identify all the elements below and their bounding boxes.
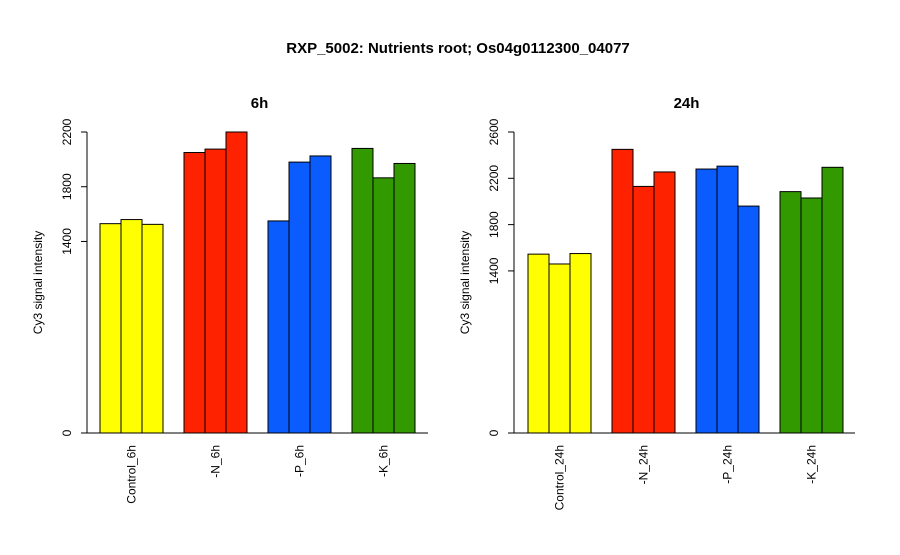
bar [821, 166, 844, 434]
x-category-label: -P_24h [721, 445, 735, 484]
x-category-label: -N_24h [637, 445, 651, 484]
bar [527, 253, 550, 434]
bar [393, 162, 416, 434]
x-category-label: Control_24h [553, 445, 567, 510]
bar [204, 148, 227, 434]
bar [267, 220, 290, 434]
bar [225, 131, 248, 434]
y-tick-label: 2200 [60, 118, 74, 145]
y-tick-label: 1400 [60, 228, 74, 255]
bar [120, 219, 143, 434]
bar [99, 223, 122, 434]
bar [800, 197, 823, 434]
bar [632, 185, 655, 434]
bar [548, 263, 571, 434]
y-tick-label: 0 [487, 429, 501, 436]
bar [183, 152, 206, 434]
bar [737, 205, 760, 434]
bar [695, 168, 718, 434]
x-category-label: -K_6h [377, 445, 391, 477]
y-tick-label: 1800 [60, 173, 74, 200]
bar [288, 161, 311, 434]
bar [372, 177, 395, 434]
panel-title: 6h [251, 95, 269, 112]
x-category-label: Control_6h [125, 445, 139, 504]
chart-main-title: RXP_5002: Nutrients root; Os04g0112300_0… [286, 40, 630, 57]
panel-title: 24h [674, 95, 700, 112]
bar [569, 253, 592, 434]
y-axis-label: Cy3 signal intensity [458, 231, 472, 334]
panel-6h: 6h Cy3 signal intensity 0 1400 1800 2200 Contr… [31, 95, 428, 504]
y-tick-label: 1400 [487, 257, 501, 284]
x-category-label: -N_6h [209, 445, 223, 478]
bar [611, 148, 634, 434]
y-tick-label: 0 [60, 429, 74, 436]
y-tick-label: 2600 [487, 118, 501, 145]
panel-24h: 24h Cy3 signal intensity 0 1400 1800 2200 2600… [458, 95, 855, 510]
y-tick-label: 2200 [487, 165, 501, 192]
bar [141, 223, 164, 434]
y-axis-label: Cy3 signal intensity [31, 231, 45, 334]
bar [351, 147, 374, 434]
x-category-label: -K_24h [805, 445, 819, 484]
y-tick-label: 1800 [487, 211, 501, 238]
bar [779, 191, 802, 434]
bar [653, 171, 676, 434]
x-category-label: -P_6h [293, 445, 307, 477]
bar [309, 155, 332, 434]
bar [716, 165, 739, 434]
